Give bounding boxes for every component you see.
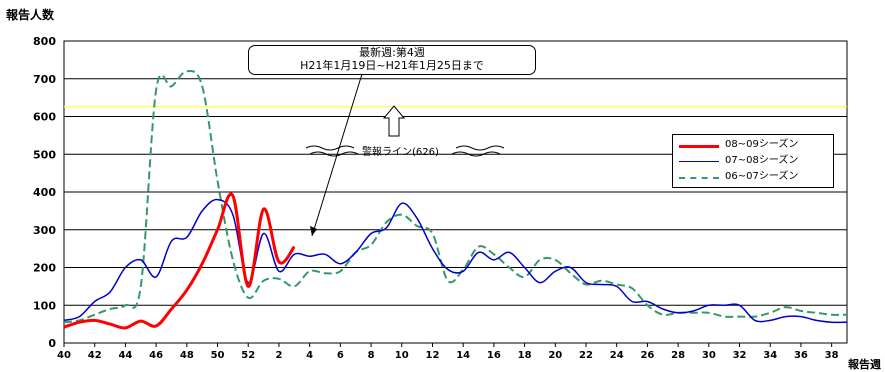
x-tick-label: 24 (610, 350, 624, 361)
legend-label: 07~08シーズン (725, 155, 799, 166)
y-tick-label: 0 (48, 337, 56, 350)
x-tick-label: 8 (368, 350, 375, 361)
alert-line-label: 警報ライン(626) (362, 147, 439, 158)
x-tick-label: 44 (118, 350, 132, 361)
latest-week-callout: 最新週:第4週 H21年1月19日~H21年1月25日まで (248, 45, 536, 75)
x-tick-label: 10 (395, 350, 409, 361)
x-tick-labels: 40 42 44 46 48 50 52 2 4 6 8 10 12 14 16 18 20 22 24 26 28 30… (57, 350, 839, 361)
x-tick-label: 22 (579, 350, 593, 361)
annotations (305, 73, 505, 237)
series-line-2 (63, 70, 848, 324)
callout-arrowhead (310, 226, 317, 236)
callout-line-2: H21年1月19日~H21年1月25日まで (300, 59, 484, 72)
x-tick-label: 14 (456, 350, 470, 361)
x-tick-label: 42 (88, 350, 102, 361)
legend: 08~09シーズン 07~08シーズン 06~07シーズン (672, 134, 834, 188)
y-tick-labels: 0 100 200 300 400 500 600 700 800 (33, 35, 56, 350)
y-tick-label: 800 (33, 35, 56, 48)
y-tick-label: 700 (33, 73, 56, 86)
x-tick-label: 28 (671, 350, 685, 361)
x-tick-label: 48 (180, 350, 194, 361)
x-tick-label: 20 (548, 350, 562, 361)
callout-pointer (311, 73, 363, 237)
legend-swatch (679, 177, 719, 179)
series-line-0 (63, 192, 296, 330)
x-tick-label: 34 (763, 350, 777, 361)
x-axis-title: 報告週 (848, 358, 881, 371)
x-tick-label: 26 (640, 350, 654, 361)
x-tick-label: 12 (426, 350, 440, 361)
legend-entry: 06~07シーズン (673, 170, 833, 184)
series-lines (63, 70, 848, 330)
x-tick-label: 38 (825, 350, 839, 361)
grid-lines (63, 40, 848, 347)
x-tick-label: 46 (149, 350, 163, 361)
x-tick-label: 52 (241, 350, 255, 361)
x-tick-label: 6 (337, 350, 344, 361)
x-tick-label: 50 (211, 350, 225, 361)
x-tick-label: 40 (57, 350, 71, 361)
x-tick-label: 18 (518, 350, 532, 361)
y-tick-label: 200 (33, 262, 56, 275)
y-axis-title: 報告人数 (6, 8, 55, 22)
callout-line-1: 最新週:第4週 (359, 46, 425, 59)
y-tick-label: 300 (33, 224, 56, 237)
legend-swatch (679, 161, 719, 162)
x-tick-label: 16 (487, 350, 501, 361)
x-tick-label: 30 (702, 350, 716, 361)
y-tick-label: 600 (33, 111, 56, 124)
series-line-1 (63, 198, 848, 324)
y-tick-label: 500 (33, 148, 56, 161)
x-tick-label: 2 (275, 350, 282, 361)
x-tick-label: 32 (733, 350, 747, 361)
x-tick-label: 36 (794, 350, 808, 361)
y-tick-label: 400 (33, 186, 56, 199)
x-tick-label: 4 (306, 350, 313, 361)
legend-entry: 08~09シーズン (673, 138, 833, 152)
up-arrow-icon (382, 105, 406, 137)
wave-left-icon (305, 145, 359, 157)
y-tick-label: 100 (33, 299, 56, 312)
legend-entry: 07~08シーズン (673, 154, 833, 168)
wave-right-icon (451, 145, 505, 157)
legend-label: 08~09シーズン (725, 139, 799, 150)
legend-swatch (679, 145, 719, 148)
legend-label: 06~07シーズン (725, 171, 799, 182)
